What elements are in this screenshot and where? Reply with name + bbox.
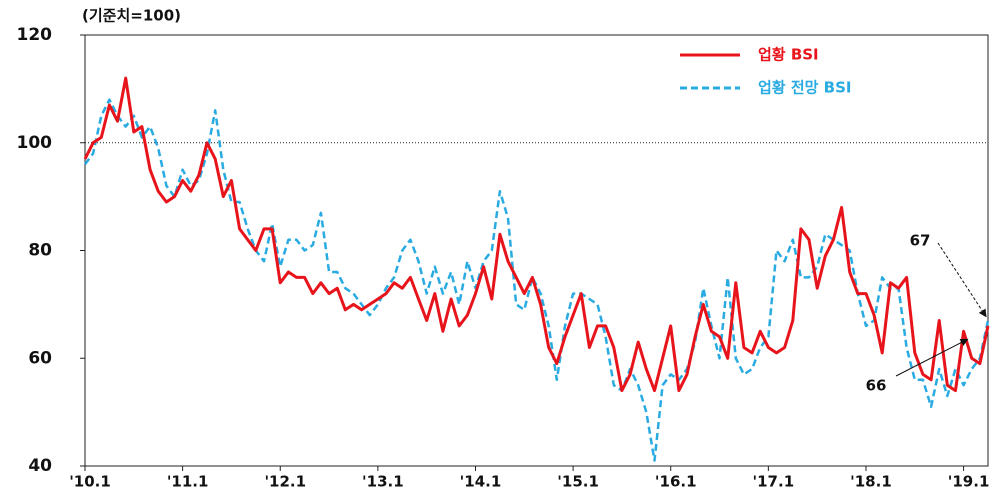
x-tick-label: '11.1 (167, 473, 209, 491)
x-tick-label: '18.1 (850, 473, 892, 491)
annotation-arrow (895, 338, 969, 377)
x-tick-label: '10.1 (69, 473, 111, 491)
legend-label: 업황 전망 BSI (758, 79, 851, 97)
legend-label: 업황 BSI (758, 46, 819, 64)
series-line (83, 76, 990, 393)
plot-frame (84, 34, 989, 467)
x-tick-label: '13.1 (362, 473, 404, 491)
y-tick-label: 60 (28, 348, 52, 368)
annotation-arrow (937, 242, 987, 318)
x-tick-label: '17.1 (753, 473, 795, 491)
chart-subtitle: (기준치=100) (82, 7, 181, 25)
y-tick-label: 100 (17, 133, 53, 153)
y-tick-label: 40 (28, 456, 52, 476)
x-tick-label: '14.1 (460, 473, 502, 491)
x-tick-label: '15.1 (557, 473, 599, 491)
y-tick-label: 120 (17, 25, 53, 45)
annotation: 66 (866, 377, 887, 395)
x-tick-label: '16.1 (655, 473, 697, 491)
x-tick-label: '12.1 (264, 473, 306, 491)
y-tick-label: 80 (28, 241, 52, 261)
x-tick-label: '19.1 (948, 473, 990, 491)
annotation: 67 (910, 232, 931, 250)
